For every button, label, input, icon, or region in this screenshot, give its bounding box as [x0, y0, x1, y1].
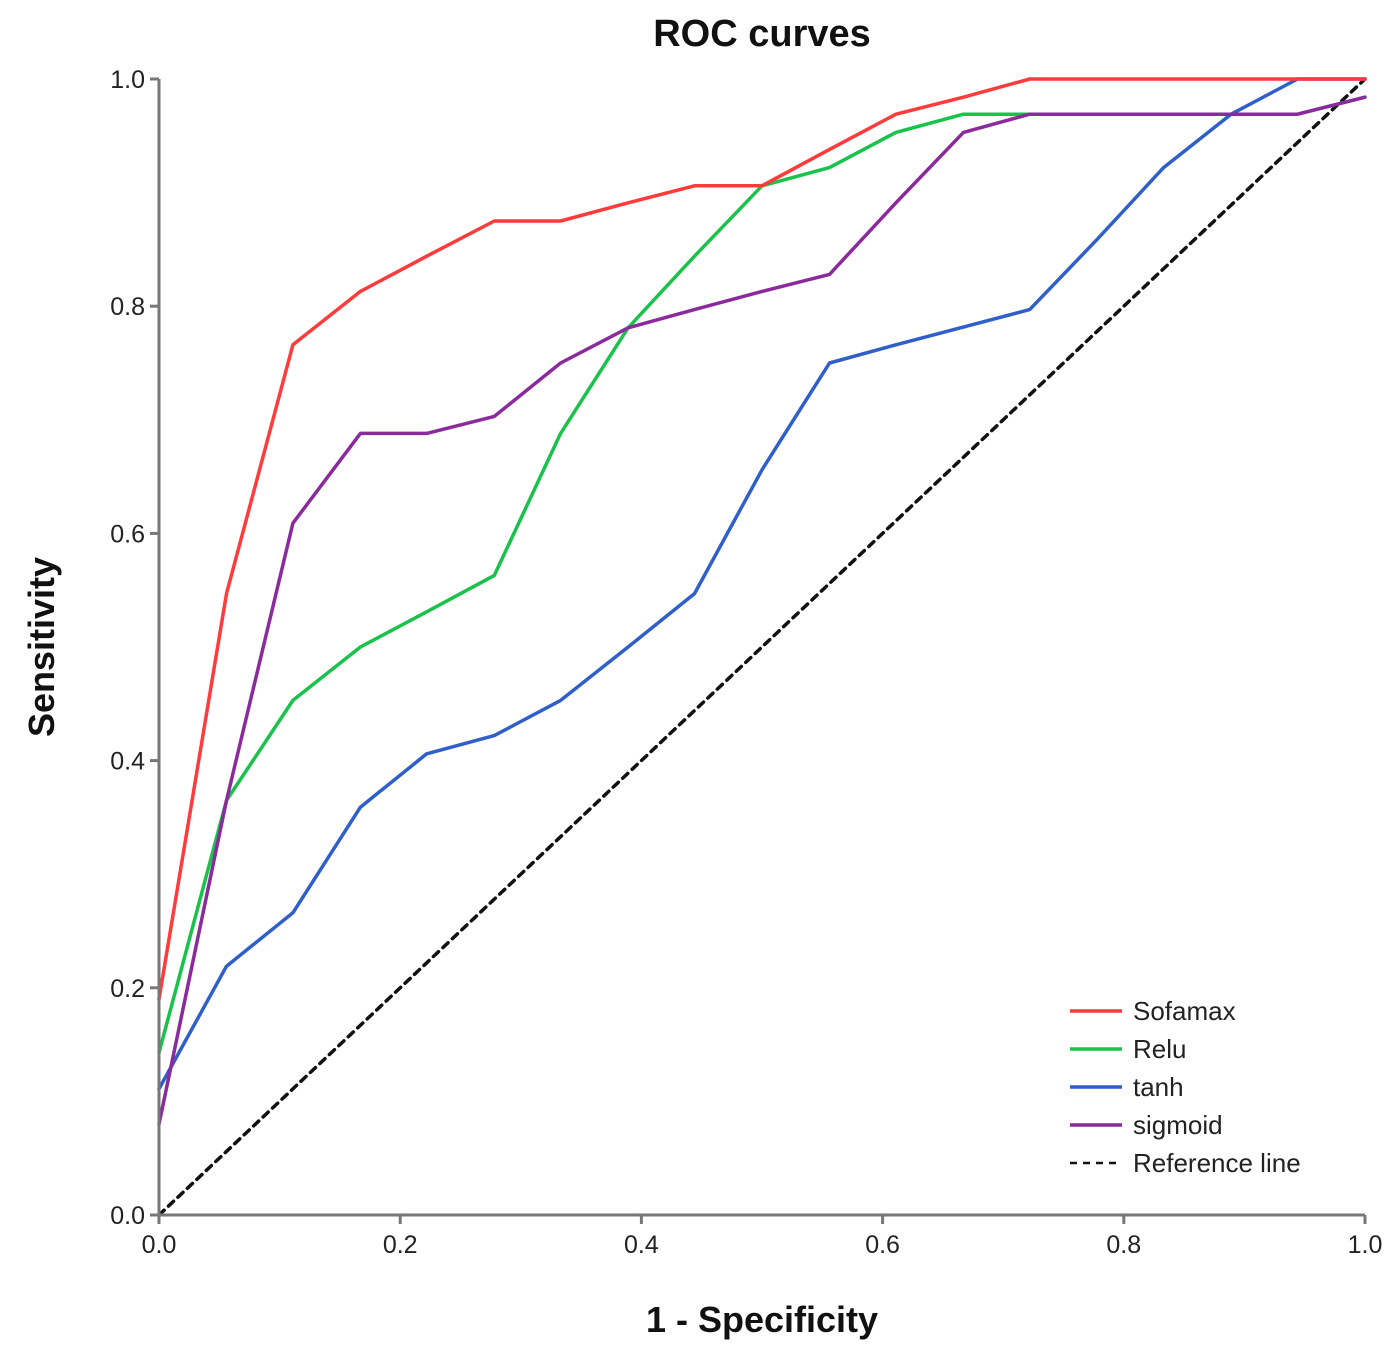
x-axis-title: 1 - Specificity: [646, 1299, 878, 1340]
y-tick-label: 1.0: [110, 66, 145, 94]
x-tick-label: 0.2: [383, 1231, 418, 1259]
legend-label-sigmoid: sigmoid: [1133, 1110, 1223, 1140]
x-tick-label: 0.8: [1106, 1231, 1141, 1259]
y-tick-label: 0.8: [110, 293, 145, 321]
series-line-sofamax: [157, 77, 1367, 1001]
series-line-relu: [157, 95, 1367, 1055]
x-axis-ticks: 0.0 0.2 0.4 0.6 0.8 1.0: [142, 1215, 1383, 1259]
y-tick-label: 0.2: [110, 975, 145, 1003]
chart-title: ROC curves: [653, 13, 871, 55]
y-tick-label: 0.4: [110, 748, 145, 776]
x-tick-label: 0.4: [624, 1231, 659, 1259]
x-tick-label: 0.6: [865, 1231, 900, 1259]
x-tick-label: 1.0: [1348, 1231, 1383, 1259]
legend: Sofamax Relu tanh sigmoid Reference line: [1070, 996, 1301, 1178]
series-line-tanh: [157, 77, 1367, 1091]
y-tick-label: 0.6: [110, 520, 145, 548]
legend-label-reference-line: Reference line: [1133, 1148, 1301, 1178]
legend-label-relu: Relu: [1133, 1034, 1186, 1064]
y-axis-title: Sensitivity: [21, 557, 62, 737]
series-line-reference-line: [157, 77, 1367, 1217]
legend-label-sofamax: Sofamax: [1133, 996, 1236, 1026]
series-layer: [157, 77, 1367, 1217]
y-tick-label: 0.0: [110, 1202, 145, 1230]
series-line-sigmoid: [157, 95, 1367, 1126]
legend-label-tanh: tanh: [1133, 1072, 1184, 1102]
y-axis-ticks: 0.0 0.2 0.4 0.6 0.8 1.0: [110, 66, 159, 1230]
x-tick-label: 0.0: [142, 1231, 177, 1259]
